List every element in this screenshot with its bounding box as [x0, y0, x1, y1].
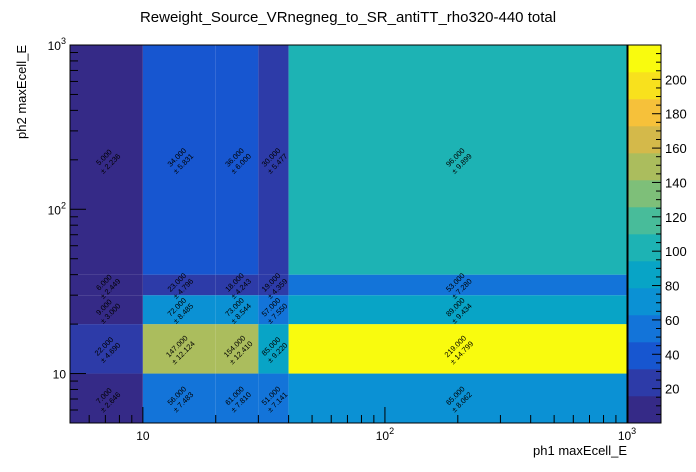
colorbar-segment — [628, 99, 661, 127]
heatmap-cell — [258, 45, 289, 275]
heatmap-cell — [70, 274, 143, 296]
colorbar-segment — [628, 234, 661, 262]
colorbar-tick-label: 20 — [665, 382, 679, 397]
colorbar-tick-label: 140 — [665, 175, 687, 190]
y-tick-label: 103 — [48, 36, 66, 53]
colorbar-tick-label: 180 — [665, 107, 687, 122]
heatmap-cell — [215, 274, 259, 296]
colorbar-segment — [628, 261, 661, 289]
heatmap-cell — [142, 45, 216, 275]
y-axis-title: ph2 maxEcell_E — [14, 45, 29, 139]
y-tick-label: 102 — [48, 200, 66, 217]
y-tick-label: 10 — [53, 368, 67, 382]
heatmap-cell — [258, 324, 289, 374]
colorbar-tick-label: 200 — [665, 72, 687, 87]
colorbar-segment — [628, 45, 661, 73]
x-tick-label: 102 — [376, 426, 394, 443]
heatmap-cell — [142, 373, 216, 423]
heatmap-cell — [215, 295, 259, 325]
color-scale-bar: 20 40 60 80 100 120 140 160 180 200 — [627, 44, 687, 424]
x-axis: 10 102 103 — [69, 407, 636, 443]
colorbar-tick-label: 60 — [665, 313, 679, 328]
heatmap-cell — [288, 324, 627, 374]
heatmap-cell — [258, 274, 289, 296]
heatmap-cell — [142, 295, 216, 325]
colorbar-segment — [628, 72, 661, 100]
heatmap-cell — [288, 45, 627, 275]
heatmap-cell — [258, 373, 289, 423]
heatmap-cell — [70, 295, 143, 325]
colorbar-segment — [628, 396, 661, 424]
heatmap-cell — [70, 373, 143, 423]
chart-title: Reweight_Source_VRnegneg_to_SR_antiTT_rh… — [140, 9, 556, 26]
colorbar-tick-label: 160 — [665, 141, 687, 156]
colorbar-segment — [628, 342, 661, 370]
colorbar-segment — [628, 126, 661, 154]
heatmap-cell — [288, 295, 627, 325]
heatmap-cell — [288, 274, 627, 296]
colorbar-tick-label: 40 — [665, 347, 679, 362]
heatmap-cell — [215, 45, 259, 275]
colorbar-segment — [628, 180, 661, 208]
heatmap-cell — [70, 45, 143, 275]
colorbar-segment — [628, 369, 661, 397]
heatmap-cell — [288, 373, 627, 423]
plot-frame — [69, 44, 628, 424]
colorbar-tick-label: 80 — [665, 279, 679, 294]
colorbar-segment — [628, 207, 661, 235]
x-axis-title: ph1 maxEcell_E — [533, 443, 627, 458]
colorbar-segment — [628, 153, 661, 181]
heatmap-cell — [142, 274, 216, 296]
colorbar-tick-label: 100 — [665, 244, 687, 259]
heatmap-cells — [70, 45, 627, 423]
colorbar-segment — [628, 288, 661, 316]
heatmap-cell — [215, 373, 259, 423]
heatmap-cell — [70, 324, 143, 374]
colorbar-tick-label: 120 — [665, 210, 687, 225]
heatmap-cell — [215, 324, 259, 374]
heatmap-cell — [258, 295, 289, 325]
x-tick-label: 10 — [136, 429, 150, 443]
x-tick-label: 103 — [618, 426, 636, 443]
heatmap-cell — [142, 324, 216, 374]
y-axis: 10 102 103 — [48, 36, 86, 424]
